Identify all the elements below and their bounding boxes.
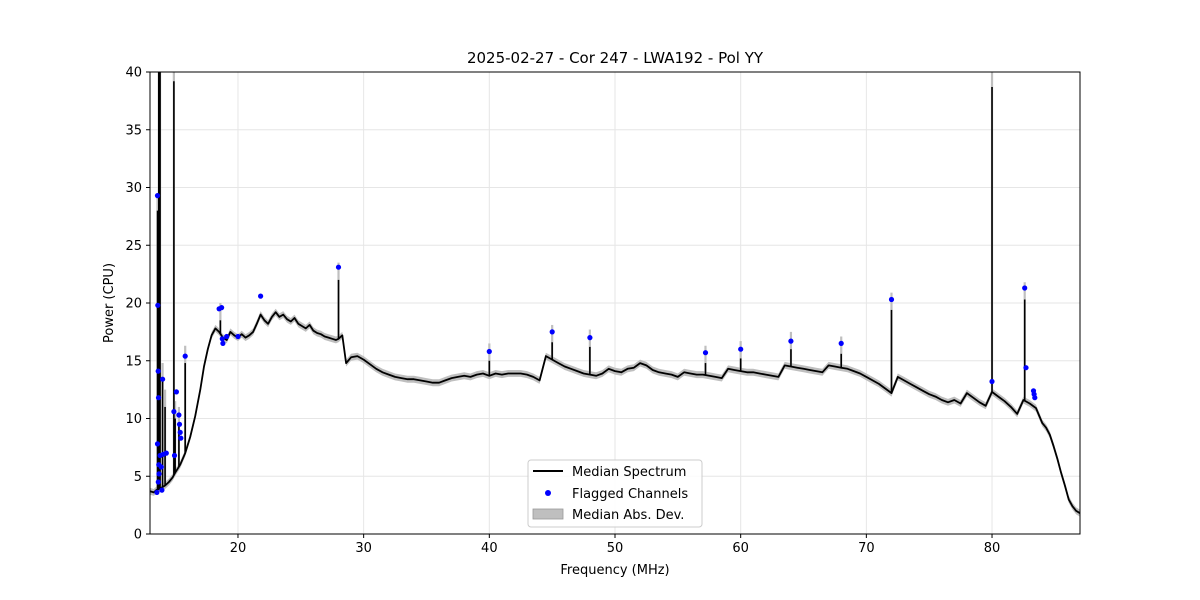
flagged-channel-point: [220, 340, 226, 346]
x-tick-label: 40: [481, 541, 498, 556]
legend-marker-swatch: [545, 490, 551, 496]
x-tick-label: 80: [984, 541, 1001, 556]
legend-box: [527, 459, 703, 528]
plot-area: [149, 72, 1081, 517]
flagged-channel-point: [888, 296, 895, 303]
y-tick-label: 40: [125, 66, 142, 81]
flagged-channel-point: [219, 305, 225, 311]
legend-patch-swatch: [532, 508, 564, 520]
x-axis-label: Frequency (MHz): [560, 563, 669, 578]
flagged-channel-point: [176, 412, 182, 418]
flagged-channel-point: [838, 340, 844, 346]
x-tick-label: 30: [355, 541, 372, 556]
flagged-channel-point: [224, 333, 230, 340]
legend: Median Spectrum Flagged Channels Median …: [527, 459, 703, 528]
y-tick-label: 30: [125, 181, 142, 196]
axis-ticks: 20 30 40 50 60 70 80 0 5 10 15 20 25 30 35 40: [125, 66, 1000, 557]
flagged-channel-point: [158, 464, 164, 470]
flagged-channel-point: [702, 350, 709, 356]
flagged-channel-point: [155, 479, 161, 485]
flagged-channel-point: [788, 338, 794, 344]
flagged-channel-point: [178, 435, 184, 441]
flagged-channel-point: [177, 429, 183, 435]
y-tick-label: 15: [125, 354, 142, 369]
flagged-channel-point: [587, 335, 593, 341]
flagged-channel-point: [173, 389, 179, 395]
flagged-channel-point: [155, 395, 162, 401]
legend-median-spectrum: Median Spectrum: [572, 465, 686, 480]
y-tick-label: 35: [125, 123, 142, 138]
flagged-channel-point: [154, 489, 160, 495]
legend-median-abs-dev: Median Abs. Dev.: [572, 508, 684, 523]
y-tick-label: 10: [125, 412, 142, 427]
chart-title: 2025-02-27 - Cor 247 - LWA192 - Pol YY: [467, 49, 764, 67]
x-tick-label: 60: [732, 541, 749, 556]
flagged-channel-point: [989, 378, 995, 385]
flagged-channel-point: [159, 487, 165, 493]
x-tick-label: 50: [607, 541, 624, 556]
flagged-channel-point: [219, 336, 225, 342]
x-tick-label: 70: [858, 541, 875, 556]
flagged-channel-point: [160, 376, 166, 382]
y-tick-label: 20: [125, 297, 142, 312]
flagged-channel-point: [235, 333, 241, 340]
y-tick-label: 0: [134, 528, 142, 543]
flagged-channel-point: [1023, 365, 1029, 371]
legend-flagged-channels: Flagged Channels: [572, 487, 688, 502]
y-axis-label: Power (CPU): [102, 263, 117, 343]
flagged-channel-point: [182, 353, 188, 359]
flagged-channel-point: [549, 329, 555, 335]
flagged-channel-point: [163, 450, 169, 456]
flagged-channel-point: [171, 452, 178, 459]
flagged-channel-point: [154, 193, 161, 199]
flagged-channel-point: [335, 264, 342, 270]
flagged-channel-point: [155, 302, 161, 308]
median-spectrum-line: [149, 311, 1081, 514]
x-tick-label: 20: [230, 541, 247, 556]
flagged-channel-point: [486, 348, 492, 355]
flagged-channel-point: [156, 471, 162, 477]
flagged-channel-point: [258, 293, 264, 299]
flagged-channel-point: [738, 346, 744, 352]
y-tick-label: 5: [134, 470, 142, 485]
flagged-channel-point: [1032, 395, 1038, 401]
flagged-channel-point: [1022, 285, 1028, 291]
flagged-channel-point: [176, 421, 183, 427]
y-tick-label: 25: [125, 239, 142, 254]
flagged-channel-point: [171, 409, 177, 415]
flagged-channel-point: [155, 368, 161, 374]
flagged-channel-point: [154, 441, 161, 447]
